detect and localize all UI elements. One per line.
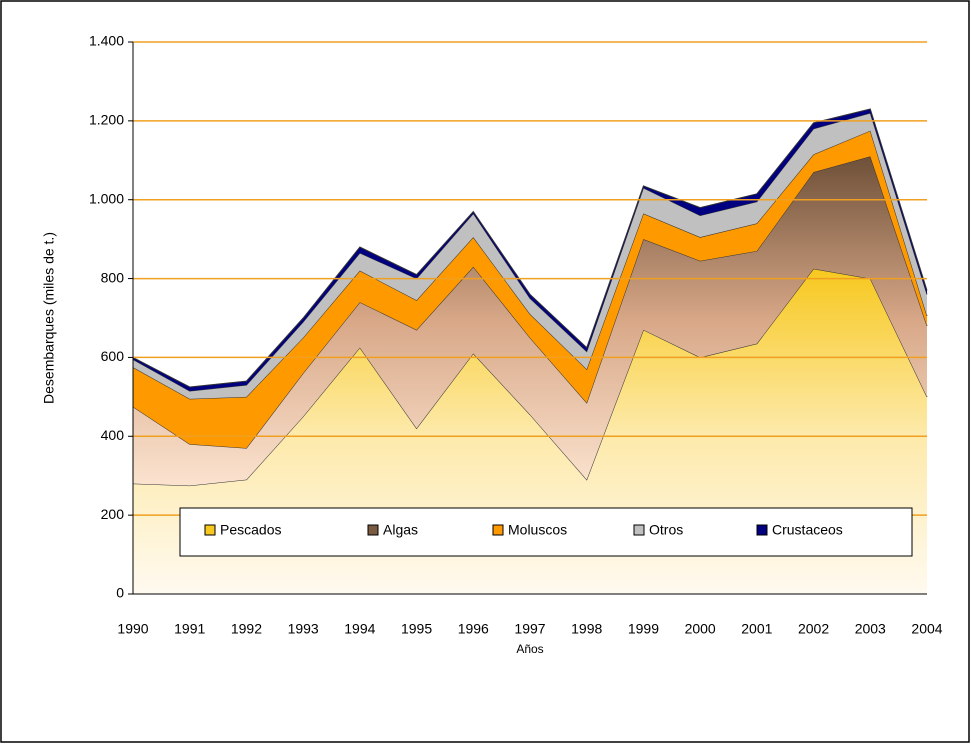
legend-swatch (756, 524, 768, 536)
x-tick-label: 1999 (628, 621, 659, 637)
legend-swatch (367, 524, 379, 536)
x-tick-label: 1995 (401, 621, 432, 637)
x-tick-label: 1997 (514, 621, 545, 637)
x-tick-label: 1993 (288, 621, 319, 637)
x-tick-label: 1998 (571, 621, 602, 637)
y-tick-label: 800 (101, 269, 125, 285)
legend-swatch (492, 524, 504, 536)
legend-label: Moluscos (508, 522, 567, 538)
y-tick-label: 1.400 (89, 33, 124, 49)
x-tick-label: 2000 (685, 621, 716, 637)
y-tick-label: 1.200 (89, 112, 124, 128)
y-tick-label: 0 (116, 585, 124, 601)
legend-label: Otros (649, 522, 683, 538)
x-tick-label: 1990 (117, 621, 148, 637)
x-tick-label: 1992 (231, 621, 262, 637)
x-tick-label: 2001 (741, 621, 772, 637)
y-tick-label: 1.000 (89, 190, 124, 206)
legend-swatch (633, 524, 645, 536)
x-tick-label: 1991 (174, 621, 205, 637)
x-axis-label: Años (516, 642, 543, 656)
legend-label: Algas (383, 522, 418, 538)
area (133, 156, 927, 486)
x-tick-label: 1994 (344, 621, 375, 637)
legend-box (179, 507, 913, 557)
x-tick-label: 2003 (855, 621, 886, 637)
y-axis-label: Desembarques (miles de t.) (41, 232, 57, 404)
x-tick-label: 2004 (911, 621, 942, 637)
area-edge (132, 108, 928, 388)
legend-label: Pescados (220, 522, 281, 538)
area (133, 130, 927, 449)
x-tick-label: 2002 (798, 621, 829, 637)
y-tick-label: 400 (101, 427, 125, 443)
y-tick-label: 600 (101, 348, 125, 364)
legend-label: Crustaceos (772, 522, 843, 538)
x-tick-label: 1996 (458, 621, 489, 637)
y-tick-label: 200 (101, 506, 125, 522)
legend-swatch (204, 524, 216, 536)
